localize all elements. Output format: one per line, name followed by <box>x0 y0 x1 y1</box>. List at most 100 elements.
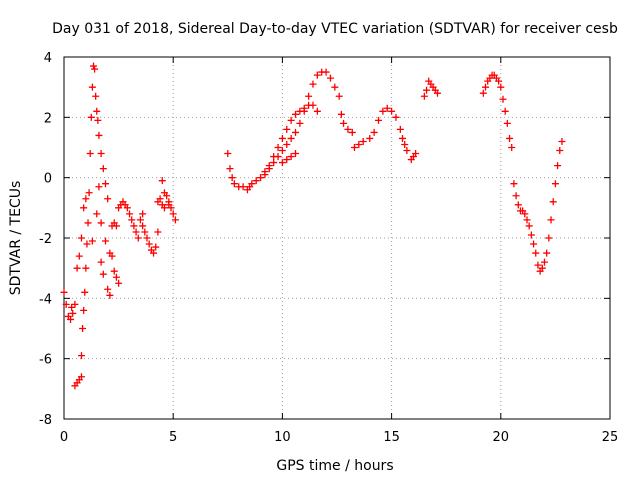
data-point <box>370 128 378 136</box>
data-point <box>270 159 278 167</box>
data-point <box>95 183 103 191</box>
x-tick-label: 10 <box>274 430 291 445</box>
data-point <box>283 156 291 164</box>
data-point <box>392 113 400 121</box>
data-point <box>94 116 102 124</box>
data-point <box>115 279 123 287</box>
data-point <box>379 107 387 115</box>
grid <box>64 57 610 419</box>
y-tick-label: -6 <box>39 353 52 368</box>
data-point <box>257 174 265 182</box>
data-point <box>87 113 95 121</box>
data-point <box>101 180 109 188</box>
data-point <box>75 252 83 260</box>
data-point <box>77 352 85 360</box>
data-point <box>101 237 109 245</box>
data-point <box>538 264 546 272</box>
data-point <box>274 144 282 151</box>
data-point <box>134 234 142 242</box>
data-point <box>423 86 431 94</box>
data-point <box>97 219 105 227</box>
data-point <box>283 125 291 133</box>
data-point <box>482 83 490 91</box>
data-point <box>62 300 70 308</box>
data-point <box>128 216 136 224</box>
data-point <box>534 261 542 269</box>
data-point <box>396 125 404 133</box>
data-point <box>95 131 103 139</box>
data-point <box>156 195 164 203</box>
data-point <box>479 89 487 97</box>
data-point <box>503 119 511 127</box>
data-point <box>420 92 428 100</box>
data-point <box>139 222 147 230</box>
data-point <box>508 144 516 151</box>
data-point <box>84 219 92 227</box>
data-point <box>97 258 105 266</box>
data-point <box>252 177 260 185</box>
y-tick-label: -8 <box>39 413 52 428</box>
data-point <box>92 92 100 100</box>
data-point <box>261 171 269 179</box>
data-point <box>292 110 300 118</box>
data-point <box>110 267 118 275</box>
data-point <box>383 104 391 112</box>
data-point <box>547 216 555 224</box>
data-point <box>86 150 94 158</box>
data-point <box>495 77 503 85</box>
data-point <box>313 71 321 79</box>
data-point <box>136 216 144 224</box>
data-point <box>287 116 295 124</box>
data-point <box>527 231 535 239</box>
chart-title: Day 031 of 2018, Sidereal Day-to-day VTE… <box>52 21 618 37</box>
data-point <box>374 116 382 124</box>
data-point <box>549 198 557 206</box>
data-point <box>499 95 507 103</box>
data-point <box>540 258 548 266</box>
data-point <box>532 249 540 257</box>
data-point <box>160 189 168 197</box>
data-point <box>83 240 91 248</box>
data-point <box>132 228 140 236</box>
data-point <box>230 180 238 188</box>
data-point <box>93 210 101 218</box>
data-point <box>501 107 509 115</box>
axis-ticks <box>63 56 611 420</box>
y-tick-label: 4 <box>44 51 52 66</box>
data-point <box>337 110 345 118</box>
data-point <box>77 373 85 381</box>
data-point <box>99 270 107 278</box>
data-point <box>545 234 553 242</box>
data-point <box>89 62 97 70</box>
data-point <box>278 134 286 142</box>
data-point <box>366 134 374 142</box>
data-point <box>359 137 367 145</box>
data-point <box>388 107 396 115</box>
data-point <box>554 162 562 170</box>
data-point <box>143 234 151 242</box>
data-point <box>309 80 317 88</box>
y-tick-label: -2 <box>39 232 52 247</box>
data-point <box>274 153 282 161</box>
data-point <box>126 210 134 218</box>
data-point <box>99 165 107 173</box>
data-point <box>81 288 89 296</box>
data-point <box>292 128 300 136</box>
data-point <box>158 177 166 185</box>
data-point <box>228 174 236 182</box>
data-point <box>154 228 162 236</box>
data-point <box>514 201 522 209</box>
data-point <box>73 264 81 272</box>
data-point <box>296 119 304 127</box>
data-point <box>309 101 317 109</box>
data-point <box>344 125 352 133</box>
data-point <box>326 74 334 82</box>
data-point <box>543 249 551 257</box>
data-point <box>167 204 175 212</box>
tick-labels: 0 5 10 15 20 25 -8 -6 -4 -2 0 2 4 <box>39 51 618 445</box>
data-point <box>335 92 343 100</box>
data-point <box>82 195 90 203</box>
data-point <box>139 210 147 218</box>
data-point <box>80 306 88 314</box>
